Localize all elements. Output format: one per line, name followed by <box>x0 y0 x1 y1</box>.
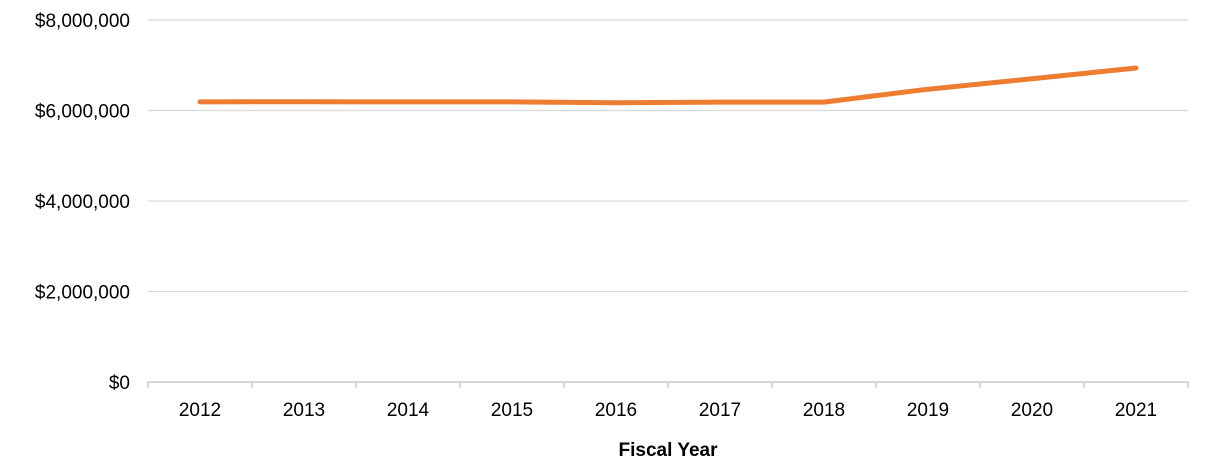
y-tick-label: $2,000,000 <box>35 283 130 304</box>
gridlines <box>148 19 1188 293</box>
series-lines <box>197 65 1139 106</box>
y-tick-label: $4,000,000 <box>35 192 130 213</box>
x-tick-label: 2016 <box>595 400 637 421</box>
x-tick-label: 2018 <box>803 400 845 421</box>
x-tick-label: 2021 <box>1115 400 1157 421</box>
y-axis-tick-labels: $0 $2,000,000 $4,000,000 $6,000,000 $8,000,0… <box>35 11 130 394</box>
x-axis-title: Fiscal Year <box>619 440 719 459</box>
x-axis <box>147 381 1189 388</box>
x-tick-label: 2019 <box>907 400 949 421</box>
series-line <box>197 65 1139 106</box>
x-tick-label: 2015 <box>491 400 533 421</box>
y-tick-label: $8,000,000 <box>35 11 130 32</box>
y-tick-label: $6,000,000 <box>35 102 130 123</box>
x-tick-label: 2012 <box>179 400 221 421</box>
x-tick-label: 2014 <box>387 400 430 421</box>
x-tick-label: 2020 <box>1011 400 1053 421</box>
x-tick-label: 2013 <box>283 400 325 421</box>
y-tick-label: $0 <box>109 373 130 394</box>
x-axis-tick-labels: 2012 2013 2014 2015 2016 2017 2018 2019 2020 2021 <box>179 400 1157 421</box>
x-tick-label: 2017 <box>699 400 741 421</box>
